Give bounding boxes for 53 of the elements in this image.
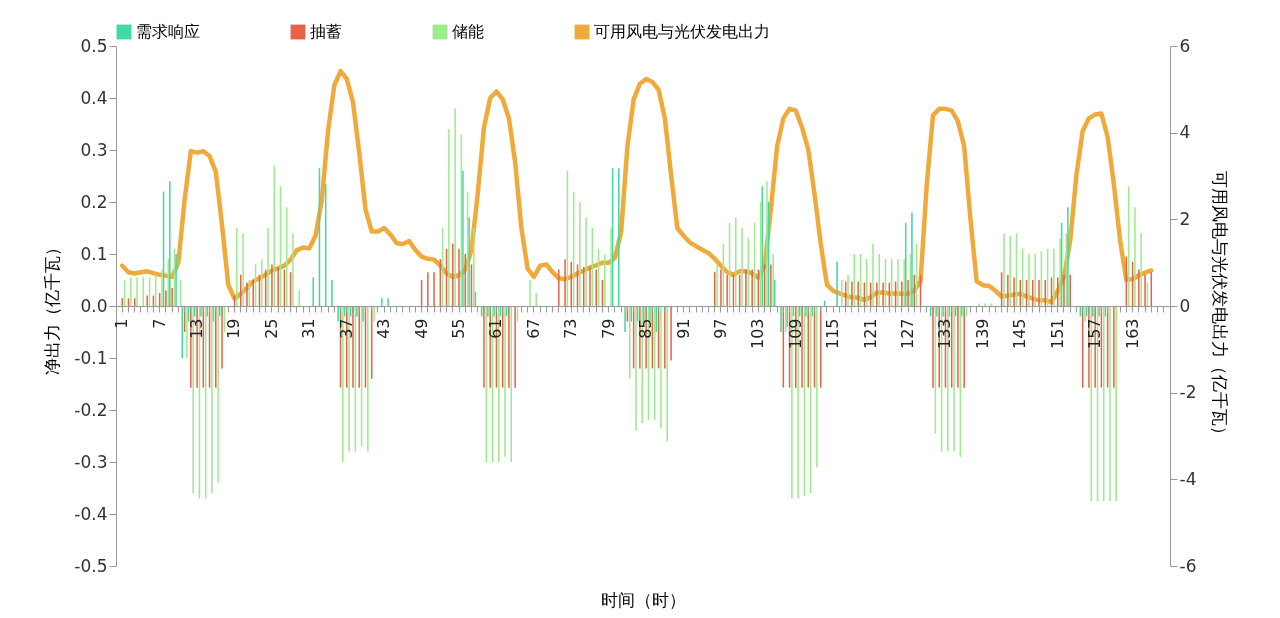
y2-tick-label: 0 bbox=[1179, 295, 1191, 316]
y2-tick-label: -2 bbox=[1179, 382, 1197, 403]
y-tick-label: -0.3 bbox=[74, 451, 108, 472]
x-tick-label: 157 bbox=[1085, 318, 1105, 350]
y-tick-label: 0.1 bbox=[80, 243, 108, 264]
y-tick-label: -0.4 bbox=[74, 503, 108, 524]
x-tick-label: 91 bbox=[673, 318, 693, 339]
x-tick-label: 73 bbox=[561, 318, 581, 339]
y2-axis-title: 可用风电与光伏发电出力（亿千瓦） bbox=[1210, 170, 1231, 443]
y2-tick-label: 6 bbox=[1179, 35, 1191, 56]
x-tick-label: 7 bbox=[149, 318, 169, 329]
x-tick-label: 43 bbox=[374, 318, 394, 339]
y2-tick-label: 4 bbox=[1179, 122, 1191, 143]
x-tick-label: 67 bbox=[523, 318, 543, 339]
x-tick-label: 163 bbox=[1122, 318, 1142, 350]
x-tick-label: 25 bbox=[261, 318, 281, 339]
x-tick-label: 121 bbox=[860, 318, 880, 350]
y-tick-label: 0.2 bbox=[80, 191, 108, 212]
y-tick-label: -0.1 bbox=[74, 347, 108, 368]
legend-label: 抽蓄 bbox=[310, 22, 342, 41]
x-tick-label: 145 bbox=[1010, 318, 1030, 350]
x-tick-label: 109 bbox=[785, 318, 805, 350]
x-tick-label: 115 bbox=[823, 318, 843, 350]
legend-label: 需求响应 bbox=[136, 22, 200, 41]
x-tick-label: 139 bbox=[972, 318, 992, 350]
legend-label: 储能 bbox=[452, 22, 484, 41]
x-tick-label: 79 bbox=[598, 318, 618, 339]
x-tick-label: 19 bbox=[224, 318, 244, 339]
x-tick-label: 13 bbox=[187, 318, 207, 339]
y-tick-label: 0.4 bbox=[80, 87, 108, 108]
y2-tick-label: 2 bbox=[1179, 208, 1191, 229]
x-tick-label: 85 bbox=[636, 318, 656, 339]
y-axis-title: 净出力（亿千瓦） bbox=[42, 238, 63, 375]
x-tick-label: 31 bbox=[299, 318, 319, 339]
y-tick-label: -0.2 bbox=[74, 399, 108, 420]
x-tick-label: 55 bbox=[449, 318, 469, 339]
x-tick-label: 133 bbox=[935, 318, 955, 350]
y-tick-label: 0.5 bbox=[80, 35, 108, 56]
y-tick-label: 0.3 bbox=[80, 139, 108, 160]
y-tick-label: 0.0 bbox=[80, 295, 108, 316]
x-tick-label: 1 bbox=[112, 318, 132, 329]
x-tick-label: 61 bbox=[486, 318, 506, 339]
x-tick-label: 37 bbox=[336, 318, 356, 339]
x-tick-label: 151 bbox=[1047, 318, 1067, 350]
x-tick-label: 49 bbox=[411, 318, 431, 339]
x-tick-label: 127 bbox=[898, 318, 918, 350]
y2-tick-label: -6 bbox=[1179, 555, 1197, 576]
y2-tick-label: -4 bbox=[1179, 468, 1197, 489]
x-axis-title: 时间（时） bbox=[601, 589, 686, 610]
x-tick-label: 97 bbox=[710, 318, 730, 339]
x-tick-label: 103 bbox=[748, 318, 768, 350]
y-tick-label: -0.5 bbox=[74, 555, 108, 576]
legend-label: 可用风电与光伏发电出力 bbox=[594, 22, 770, 41]
